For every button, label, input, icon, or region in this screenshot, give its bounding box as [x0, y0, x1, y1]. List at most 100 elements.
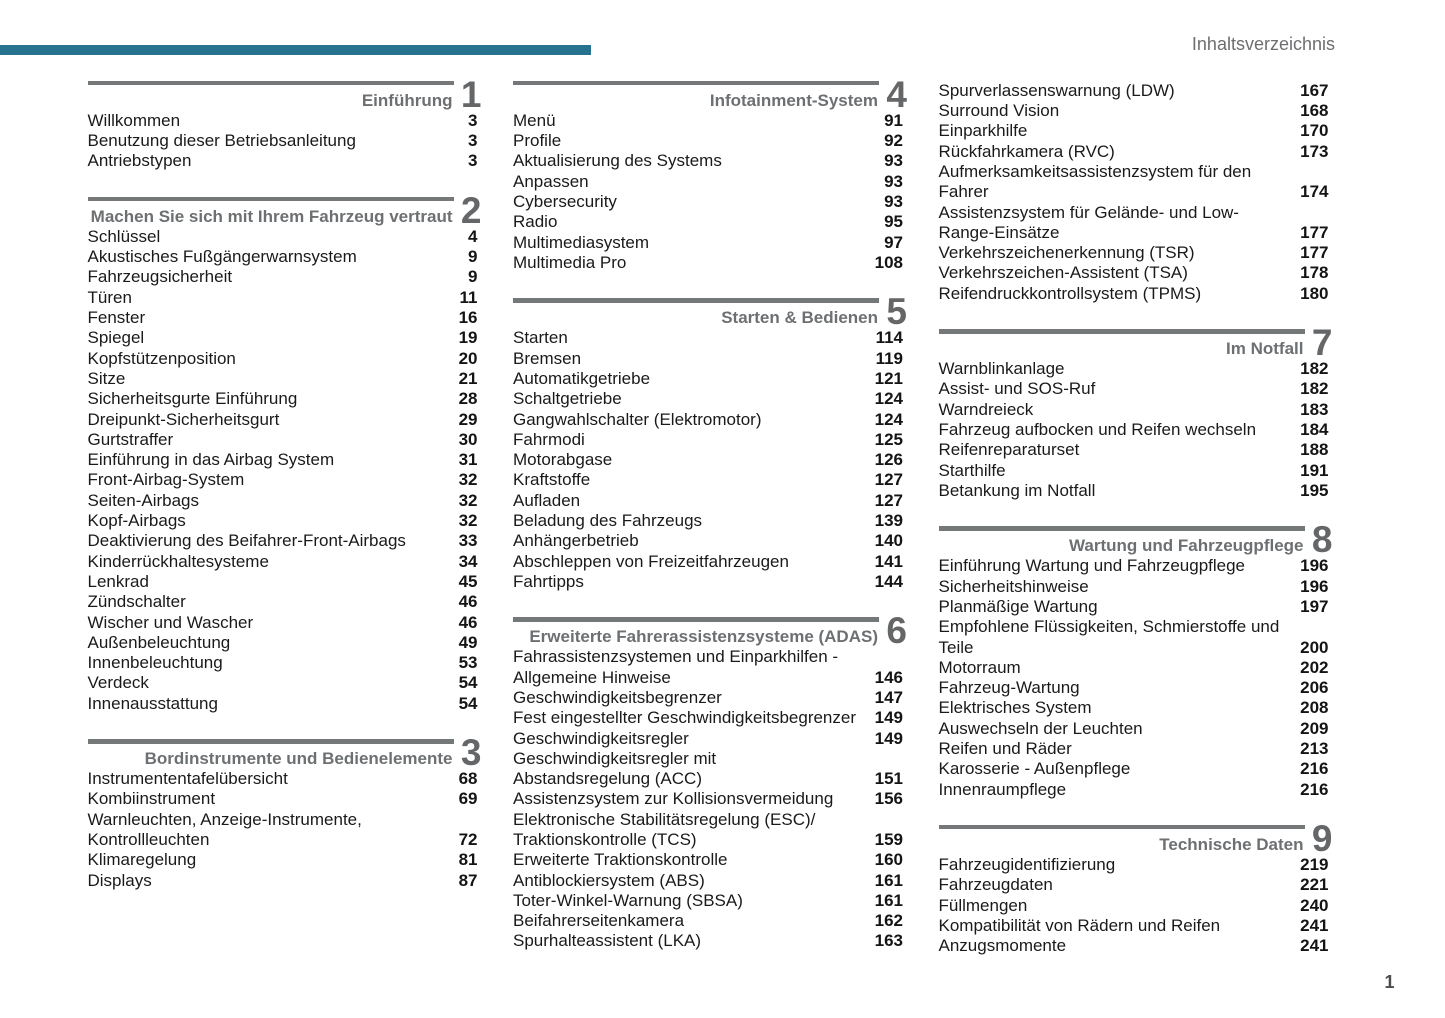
toc-entry-label: Karosserie - Außenpflege [938, 759, 1131, 779]
section-title: Machen Sie sich mit Ihrem Fahrzeug vertr… [90, 206, 453, 226]
section-header-bar [513, 617, 879, 622]
toc-entry-page: 21 [458, 368, 478, 388]
toc-section-6: Erweiterte Fahrerassistenzsysteme (ADAS)… [513, 612, 907, 952]
toc-section-1: Einführung 1 Willkommen 3 Benutzung dieser B… [87, 76, 482, 172]
toc-section-9: Technische Daten 9 Fahrzeugidentifizierung… [938, 820, 1333, 957]
section-entries: Fahrassistenzsystemen und Einparkhilfen … [513, 647, 903, 951]
toc-entry-page: 149 [874, 708, 903, 728]
toc-entry-label: Starthilfe [938, 460, 1006, 480]
toc-entry-page: 72 [458, 829, 478, 849]
toc-entry-label: Fahrzeug aufbocken und Reifen wechseln [938, 420, 1257, 440]
toc-entry: Türen 11 [88, 288, 478, 308]
toc-entry-label: Schaltgetriebe [513, 389, 622, 409]
section-header: Einführung [87, 80, 478, 111]
section-entries: Warnblinkanlage 182 Assist- und SOS-Ruf 182… [939, 359, 1329, 501]
toc-entry-page: 31 [458, 450, 478, 470]
toc-entry-page: 177 [1300, 222, 1329, 242]
section-header-bar [513, 80, 879, 86]
toc-entry-page: 182 [1300, 359, 1329, 379]
toc-entry-label: Beladung des Fahrzeugs [513, 511, 703, 531]
toc-entry-label: Profile [513, 131, 562, 151]
chapter-number: 6 [886, 610, 907, 652]
toc-entry: Schaltgetriebe 124 [513, 389, 903, 409]
toc-entry-page: 19 [458, 328, 478, 348]
toc-entry: Fahrzeug-Wartung 206 [939, 678, 1329, 698]
toc-entry-label: Cybersecurity [513, 192, 617, 212]
toc-entry-label: Geschwindigkeitsbegrenzer [513, 687, 722, 707]
toc-entry-page: 156 [874, 789, 903, 809]
toc-entry-page: 168 [1300, 101, 1329, 121]
toc-entry-page: 147 [874, 687, 903, 707]
toc-entry: Innenraumpflege 216 [939, 780, 1329, 800]
toc-entry: Reifendruckkontrollsystem (TPMS) 180 [939, 284, 1329, 304]
toc-entry-page: 127 [874, 490, 903, 510]
toc-entry-label: Schlüssel [87, 226, 161, 246]
toc-entry-label: Einführung Wartung und Fahrzeugpflege [938, 556, 1246, 576]
toc-entry: Surround Vision 168 [939, 101, 1329, 121]
toc-entry-page: 34 [458, 551, 478, 571]
toc-entry-label: Fahrzeugdaten [938, 875, 1053, 895]
toc-entry-label: Kinderrückhaltesysteme [87, 551, 269, 571]
toc-entry-label: Kompatibilität von Rädern und Reifen [938, 915, 1221, 935]
toc-entry-label: Füllmengen [938, 895, 1028, 915]
section-header: Starten & Bedienen [513, 298, 903, 328]
toc-entry: Benutzung dieser Betriebsanleitung 3 [88, 131, 478, 151]
section-title: Wartung und Fahrzeugpflege [1068, 536, 1304, 556]
toc-entry-label: Wischer und Wascher [87, 612, 254, 632]
section-entries: Starten 114 Bremsen 119 Automatikgetriebe 121… [513, 328, 903, 592]
toc-section-4: Infotainment-System 4 Menü 91 Profile 92 Aktua… [513, 76, 907, 273]
toc-entry-page: 196 [1300, 556, 1329, 576]
section-entries: Einführung Wartung und Fahrzeugpflege 196… [939, 556, 1329, 800]
chapter-number: 5 [886, 291, 907, 333]
toc-entry-label: Multimediasystem [513, 232, 650, 252]
toc-entry-page: 54 [458, 673, 478, 693]
toc-entry: Geschwindigkeitsbegrenzer 147 [513, 688, 903, 708]
toc-entry: Schlüssel 4 [88, 227, 478, 247]
toc-entry: Assistenzsystem zur Kollisionsvermeidung… [513, 789, 903, 809]
toc-entry-page: 9 [468, 247, 478, 267]
toc-entry: Fest eingestellter Geschwindigkeitsbegre… [513, 708, 903, 728]
toc-entry-page: 9 [468, 267, 478, 287]
toc-entry-label: Elektronische Stabilitätsregelung (ESC)/… [513, 809, 816, 849]
toc-entry-page: 124 [874, 409, 903, 429]
toc-entry: Zündschalter 46 [88, 592, 478, 612]
toc-entry: Gangwahlschalter (Elektromotor) 124 [513, 410, 903, 430]
toc-entry-page: 119 [875, 348, 903, 368]
toc-entry-label: Assist- und SOS-Ruf [938, 379, 1096, 399]
toc-entry-page: 180 [1300, 283, 1329, 303]
toc-entry-label: Reifendruckkontrollsystem (TPMS) [938, 283, 1202, 303]
section-header-bar [87, 80, 454, 86]
toc-entry-label: Anzugsmomente [938, 936, 1067, 956]
toc-entry-label: Willkommen [87, 110, 181, 130]
toc-entry: Warndreieck 183 [939, 400, 1329, 420]
toc-entry-label: Fahrassistenzsystemen und Einparkhilfen … [513, 647, 839, 687]
toc-entry-page: 53 [458, 653, 478, 673]
section-header: Erweiterte Fahrerassistenzsysteme (ADAS) [513, 617, 903, 647]
toc-entry: Fahrmodi 125 [513, 430, 903, 450]
toc-entry: Rückfahrkamera (RVC) 173 [939, 142, 1329, 162]
toc-entry-page: 140 [874, 531, 903, 551]
toc-entry-page: 45 [458, 571, 478, 591]
toc-entry-page: 46 [458, 592, 478, 612]
toc-entry-label: Sicherheitshinweise [938, 576, 1089, 596]
toc-entry-label: Klimaregelung [87, 850, 197, 870]
toc-entry-label: Betankung im Notfall [938, 480, 1096, 500]
toc-entry-label: Fenster [87, 308, 146, 328]
chapter-number: 4 [886, 73, 907, 115]
toc-entry-label: Geschwindigkeitsregler [513, 728, 689, 748]
toc-entry-label: Sitze [87, 368, 126, 388]
toc-entry-label: Antiblockiersystem (ABS) [513, 870, 705, 890]
toc-entry-label: Spurverlassenswarnung (LDW) [938, 80, 1175, 100]
chapter-number: 1 [460, 73, 482, 115]
toc-entry: Displays 87 [88, 871, 478, 891]
toc-section-7: Im Notfall 7 Warnblinkanlage 182 Assist- und… [938, 324, 1333, 501]
section-title: Technische Daten [1159, 834, 1304, 854]
toc-entry-label: Rückfahrkamera (RVC) [938, 141, 1115, 161]
section-title: Im Notfall [1226, 339, 1304, 359]
section-header: Infotainment-System [513, 80, 903, 111]
toc-entry-label: Front-Airbag-System [87, 470, 245, 490]
toc-entry-label: Toter-Winkel-Warnung (SBSA) [513, 890, 743, 910]
toc-entry: Elektrisches System 208 [939, 698, 1329, 718]
toc-entry: Kompatibilität von Rädern und Reifen 241 [939, 916, 1329, 936]
toc-entry: Motorabgase 126 [513, 450, 903, 470]
